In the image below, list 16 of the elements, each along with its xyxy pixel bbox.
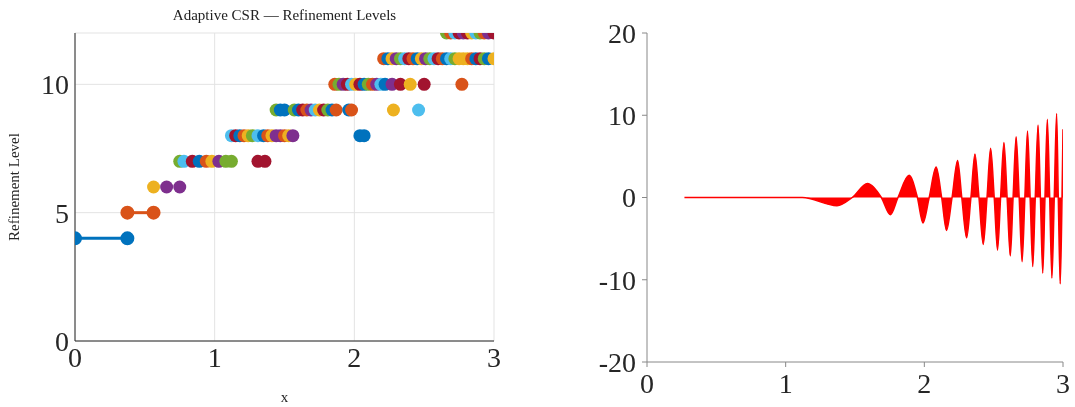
x-tick-label: 3 xyxy=(487,341,501,373)
x-tick-label: 1 xyxy=(778,367,793,399)
y-tick-label: 10 xyxy=(41,69,69,101)
y-tick-label: -20 xyxy=(598,346,636,378)
chart-title: Adaptive CSR — Refinement Levels xyxy=(171,7,398,24)
y-tick-label: 0 xyxy=(622,182,636,214)
x-tick-label: 3 xyxy=(1056,367,1070,399)
x-tick-label: 2 xyxy=(347,341,362,373)
y-tick-label: 10 xyxy=(608,100,636,132)
y-tick-label: -10 xyxy=(598,264,636,296)
y-tick-label: 5 xyxy=(55,197,69,229)
y-axis-title: Refinement Level xyxy=(6,133,23,241)
x-axis-title: x xyxy=(280,389,289,405)
x-tick-label: 2 xyxy=(917,367,932,399)
y-tick-label: 20 xyxy=(608,17,636,49)
x-tick-label: 1 xyxy=(207,341,222,373)
